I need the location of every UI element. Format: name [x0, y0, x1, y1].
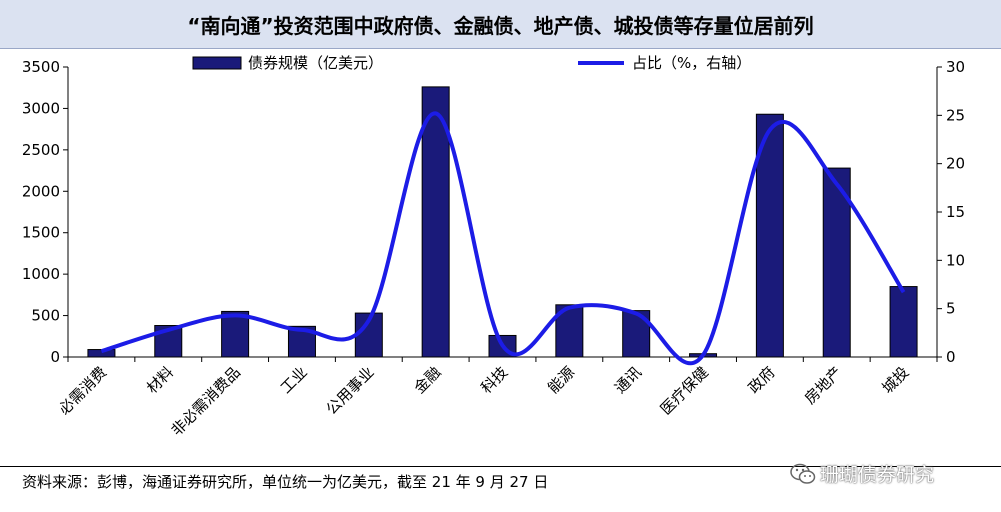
- category-label: 工业: [277, 363, 311, 397]
- chart-title: “南向通”投资范围中政府债、金融债、地产债、城投债等存量位居前列: [187, 13, 814, 38]
- left-tick-label: 0: [50, 348, 60, 366]
- right-tick-label: 10: [946, 251, 965, 269]
- category-label: 必需消费: [55, 363, 110, 418]
- category-label: 能源: [544, 363, 578, 397]
- legend-line-label: 占比（%，右轴）: [632, 54, 751, 72]
- left-tick-label: 1500: [22, 224, 60, 242]
- title-divider: [0, 48, 1001, 49]
- right-tick-label: 30: [946, 58, 965, 76]
- right-tick-label: 5: [946, 300, 956, 318]
- chart: 0 500 1000 1500 2000 2500 3000 3500 0 5 10 15 20 25 30…: [22, 54, 965, 439]
- left-tick-label: 2000: [22, 182, 60, 200]
- bar-5: [421, 86, 450, 358]
- category-label: 医疗保健: [657, 363, 712, 418]
- title-bar: “南向通”投资范围中政府债、金融债、地产债、城投债等存量位居前列: [0, 0, 1001, 48]
- right-tick-label: 15: [946, 203, 965, 221]
- bar-10: [755, 113, 784, 358]
- source-note: 资料来源：彭博，海通证券研究所，单位统一为亿美元，截至 21 年 9 月 27 …: [22, 473, 549, 491]
- watermark-text: 珊瑚债券研究: [820, 464, 935, 486]
- left-tick-label: 3000: [22, 99, 60, 117]
- left-tick-label: 500: [31, 307, 60, 325]
- wechat-icon: [790, 463, 816, 484]
- left-tick-label: 2500: [22, 141, 60, 159]
- category-label: 房地产: [801, 363, 846, 408]
- right-tick-label: 0: [946, 348, 956, 366]
- left-tick-label: 3500: [22, 58, 60, 76]
- category-label: 金融: [411, 363, 445, 397]
- category-label: 政府: [745, 363, 779, 397]
- right-tick-label: 25: [946, 106, 965, 124]
- category-label: 通讯: [611, 363, 645, 397]
- category-label: 公用事业: [322, 363, 377, 418]
- bar-12: [889, 286, 918, 358]
- bar-2: [221, 310, 250, 358]
- watermark: 珊瑚债券研究: [790, 460, 934, 487]
- left-tick-label: 1000: [22, 265, 60, 283]
- legend-bar-label: 债券规模（亿美元）: [248, 54, 383, 72]
- category-label: 科技: [477, 363, 511, 397]
- category-label: 材料: [143, 363, 177, 397]
- legend-bar-swatch: [192, 56, 242, 70]
- category-label: 非必需消费品: [168, 363, 244, 439]
- source-divider: [0, 466, 1001, 467]
- right-tick-label: 20: [946, 155, 965, 173]
- category-label: 城投: [878, 363, 912, 397]
